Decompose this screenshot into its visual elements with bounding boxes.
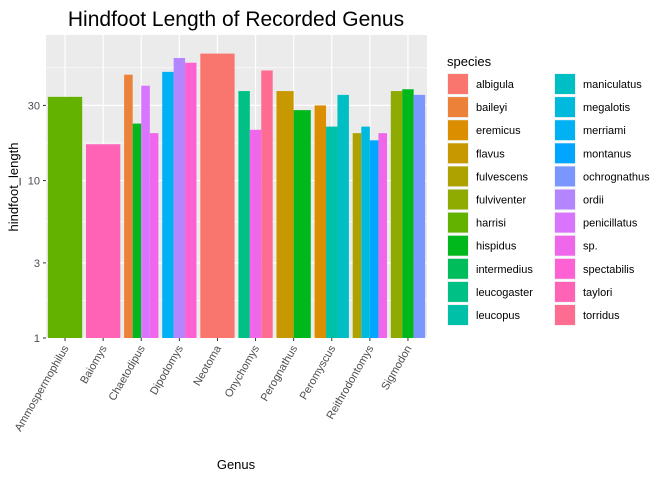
- bar-reithrodontomys-montanus: [369, 140, 379, 338]
- legend-label: montanus: [583, 148, 632, 160]
- bar-onychomys-sp: [249, 129, 262, 338]
- legend-swatch: [448, 235, 468, 256]
- bar-peromyscus-eremicus: [314, 105, 327, 339]
- legend-swatch: [448, 120, 468, 141]
- bar-baiomys-taylori: [86, 144, 121, 338]
- bar-dipodomys-spectabilis: [185, 62, 197, 339]
- bar-neotoma-albigula: [200, 53, 235, 338]
- bar-reithrodontomys-megalotis: [361, 126, 370, 338]
- bar-dipodomys-merriami: [162, 71, 174, 339]
- bar-chaetodipus-sp: [149, 133, 159, 338]
- legend-swatch: [448, 74, 468, 94]
- x-tick-label: Baiomys: [78, 343, 110, 386]
- legend-label: albigula: [476, 79, 515, 91]
- legend-swatch: [448, 258, 468, 279]
- bar-perognathus-flavus: [276, 91, 294, 338]
- x-tick-label: Chaetodipus: [107, 343, 149, 403]
- x-tick-label: Perognathus: [259, 343, 301, 403]
- bar-reithrodontomys-sp: [378, 133, 387, 338]
- legend-label: leucogaster: [476, 287, 533, 299]
- legend-label: maniculatus: [583, 79, 642, 91]
- legend-label: torridus: [583, 310, 620, 322]
- legend-swatch: [555, 189, 575, 210]
- chart-title: Hindfoot Length of Recorded Genus: [68, 8, 404, 31]
- legend-swatch: [555, 120, 575, 141]
- bar-onychomys-torridus: [261, 70, 273, 339]
- legend-swatch: [555, 212, 575, 233]
- legend-swatch: [555, 235, 575, 256]
- bar-chaetodipus-baileyi: [124, 74, 133, 339]
- legend-label: merriami: [583, 125, 626, 137]
- legend-label: taylori: [583, 287, 612, 299]
- x-tick-label: Sigmodon: [379, 344, 414, 393]
- legend-label: spectabilis: [583, 264, 635, 276]
- legend-swatch: [448, 305, 468, 325]
- legend-label: ordii: [583, 195, 604, 207]
- legend-swatch: [448, 281, 468, 302]
- legend-swatch: [448, 166, 468, 187]
- legend-swatch: [555, 281, 575, 302]
- legend-swatch: [448, 212, 468, 233]
- legend-label: fulvescens: [476, 171, 528, 183]
- legend-swatch: [555, 97, 575, 118]
- x-tick-label: Neotoma: [191, 343, 224, 388]
- legend-swatch: [555, 166, 575, 187]
- legend-label: megalotis: [583, 102, 631, 114]
- bar-sigmodon-fulviventer: [390, 91, 403, 338]
- bars: [47, 53, 426, 339]
- x-tick-label: Ammospermophilus: [13, 343, 72, 434]
- legend-label: hispidus: [476, 241, 517, 253]
- y-axis-title: hindfoot_length: [6, 143, 21, 232]
- legend-swatch: [448, 189, 468, 210]
- legend-label: sp.: [583, 241, 598, 253]
- x-tick-label: Peromyscus: [298, 343, 339, 402]
- legend-title: species: [447, 54, 492, 69]
- legend-label: fulviventer: [476, 195, 526, 207]
- legend-label: flavus: [476, 148, 505, 160]
- legend-label: eremicus: [476, 125, 521, 137]
- legend-swatch: [448, 97, 468, 118]
- bar-onychomys-leucogaster: [238, 91, 250, 338]
- legend-label: intermedius: [476, 264, 533, 276]
- bar-sigmodon-ochrognathus: [413, 94, 426, 338]
- bar-peromyscus-leucopus: [326, 126, 338, 338]
- legend-swatch: [555, 258, 575, 279]
- legend-swatch: [555, 143, 575, 164]
- y-tick-label: 10: [28, 176, 40, 188]
- legend-swatch: [555, 74, 575, 94]
- legend-label: leucopus: [476, 310, 521, 322]
- y-tick-label: 30: [28, 100, 40, 112]
- bar-dipodomys-ordii: [173, 58, 186, 338]
- legend: species albigula baileyi eremicus flavus ful…: [447, 54, 650, 326]
- legend-label: penicillatus: [583, 218, 638, 230]
- legend-label: baileyi: [476, 102, 507, 114]
- bar-peromyscus-maniculatus: [337, 94, 349, 338]
- y-tick-label: 1: [34, 333, 40, 345]
- bar-ammospermophilus-harrisi: [47, 96, 83, 338]
- legend-swatch: [555, 305, 575, 325]
- bar-chaetodipus-penicillatus: [141, 85, 150, 338]
- legend-label: ochrognathus: [583, 171, 650, 183]
- bar-perognathus-hispidus: [293, 110, 311, 338]
- x-axis-title: Genus: [217, 457, 256, 472]
- bar-sigmodon-hispidus: [402, 89, 414, 338]
- legend-swatch: [448, 143, 468, 164]
- x-tick-label: Dipodomys: [148, 343, 186, 397]
- legend-label: harrisi: [476, 218, 506, 230]
- x-tick-label: Onychomys: [223, 343, 263, 400]
- y-tick-label: 3: [34, 258, 40, 270]
- bar-chaetodipus-hispidus: [132, 123, 142, 338]
- bar-reithrodontomys-fulvescens: [352, 133, 362, 338]
